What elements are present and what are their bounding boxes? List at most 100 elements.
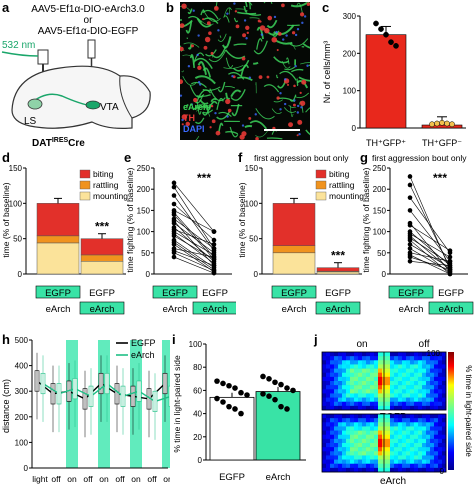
heat-cell (386, 418, 391, 423)
heat-cell (330, 430, 335, 436)
heat-cell (406, 352, 411, 357)
earch-fiber (217, 33, 227, 42)
heat-cell (402, 360, 407, 365)
heat-cell (394, 389, 399, 394)
e-point-egfp (171, 254, 177, 260)
g-pair-line (409, 184, 451, 268)
heat-cell (378, 467, 383, 473)
h-y-tick-label: 0 (24, 464, 29, 473)
d-y-tick-label: 150 (9, 164, 23, 173)
heat-cell (350, 401, 355, 407)
heat-cell (350, 352, 355, 357)
heat-cell (334, 418, 339, 423)
heat-cell (410, 418, 415, 423)
c-y-tick-label: 300 (343, 12, 357, 21)
heat-cell (330, 443, 335, 448)
heat-cell (338, 434, 343, 440)
heat-cell (410, 381, 415, 386)
heat-cell (398, 422, 403, 427)
heat-cell (406, 381, 411, 386)
dapi-nucleus (294, 64, 297, 68)
heat-cell (326, 397, 331, 403)
heat-cell (374, 451, 379, 456)
heat-cell (354, 455, 359, 460)
heat-cell (342, 393, 347, 398)
dapi-nucleus (197, 34, 200, 37)
heat-cell (426, 352, 431, 357)
heat-cell (374, 368, 379, 374)
heat-cell (414, 372, 419, 378)
laser-label: 532 nm (2, 40, 35, 51)
th-cell (242, 33, 247, 38)
heat-cell (370, 443, 375, 448)
heat-cell (398, 455, 403, 460)
g-stars: *** (433, 171, 447, 185)
dapi-nucleus (180, 94, 183, 97)
heat-cell (370, 426, 375, 431)
heat-cell (350, 376, 355, 382)
heat-cell (378, 381, 383, 386)
heat-cell (386, 443, 391, 448)
g-pair-line (409, 254, 451, 275)
heat-cell (410, 430, 415, 436)
e-pair-line (173, 231, 215, 256)
th-cell (180, 46, 184, 52)
heat-cell (390, 426, 395, 431)
earch-fiber (243, 5, 248, 13)
e-point-earch (211, 270, 217, 276)
heat-cell (390, 422, 395, 427)
heat-cell (354, 438, 359, 444)
heat-cell (378, 405, 383, 411)
heat-cell (418, 418, 423, 423)
i-point (266, 393, 272, 399)
d-y-tick-label: 50 (13, 235, 22, 244)
heat-cell (426, 443, 431, 448)
heat-cell (402, 401, 407, 407)
h-box (168, 385, 170, 407)
g-point-egfp (407, 222, 413, 228)
dapi-nucleus (245, 37, 248, 40)
heat-cell (338, 443, 343, 448)
e-point-egfp (171, 184, 177, 190)
th-cell (292, 103, 296, 107)
earch-fiber (302, 43, 310, 49)
e-y-tick-label: 50 (141, 249, 150, 258)
heat-cell (342, 434, 347, 440)
heat-cell (374, 414, 379, 419)
heat-cell (326, 364, 331, 369)
heat-cell (422, 426, 427, 431)
th-cell (181, 114, 188, 120)
heat-cell (378, 360, 383, 365)
e-y-tick-label: 250 (137, 164, 151, 173)
dapi-nucleus (226, 12, 229, 15)
heat-cell (438, 405, 443, 411)
heat-cell (330, 455, 335, 460)
heat-cell (322, 463, 327, 469)
i-point (226, 403, 232, 410)
heat-cell (350, 360, 355, 365)
heat-cell (422, 455, 427, 460)
heat-cell (394, 372, 399, 378)
earch-fiber (249, 120, 268, 130)
heat-cell (386, 360, 391, 365)
i-y-tick-label: 40 (193, 410, 202, 419)
heat-cell (386, 455, 391, 460)
g-pair-line (409, 233, 451, 258)
earch-fiber (208, 50, 227, 63)
heat-cell (358, 385, 363, 390)
d-bar-mounting (80, 261, 124, 275)
heat-cell (334, 426, 339, 431)
heat-cell (438, 381, 443, 386)
heat-cell (394, 463, 399, 469)
d-stars: *** (95, 220, 109, 234)
heat-cell (430, 443, 435, 448)
heat-cell (398, 401, 403, 407)
heat-cell (418, 372, 423, 378)
th-cell (299, 100, 306, 106)
heat-cell (442, 443, 447, 448)
heat-cell (350, 422, 355, 427)
heat-cell (386, 438, 391, 444)
earch-fiber (271, 108, 282, 115)
g-egfp-top: EGFP (398, 288, 424, 299)
